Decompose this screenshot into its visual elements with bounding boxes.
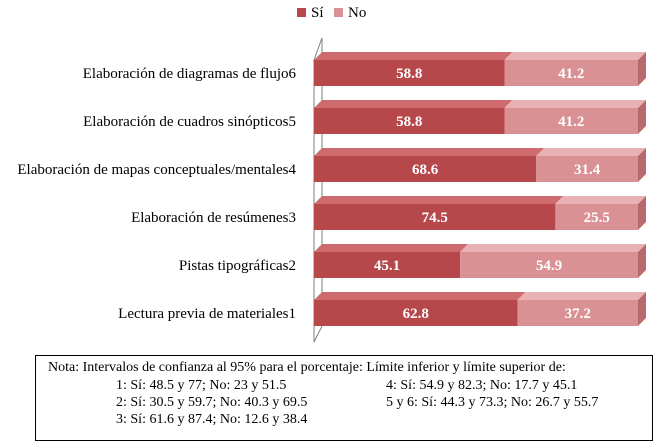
legend-label-si: Sí bbox=[311, 5, 324, 21]
bar-value-label: 25.5 bbox=[584, 210, 610, 226]
bar-value-label: 45.1 bbox=[374, 258, 400, 274]
bar-no bbox=[555, 196, 646, 230]
note-item: 4: Sí: 54.9 y 82.3; No: 17.7 y 45.1 bbox=[386, 378, 578, 393]
bar-no bbox=[517, 292, 646, 326]
bar-si bbox=[314, 196, 564, 230]
legend-label-no: No bbox=[348, 5, 366, 21]
category-label: Elaboración de diagramas de flujo6 bbox=[83, 66, 297, 82]
bar-value-label: 58.8 bbox=[396, 114, 422, 130]
bar-value-label: 74.5 bbox=[422, 210, 448, 226]
legend-swatch-no bbox=[334, 8, 343, 17]
note-item: 3: Sí: 61.6 y 87.4; No: 12.6 y 38.4 bbox=[116, 412, 308, 427]
confidence-interval-note: Nota: Intervalos de confianza al 95% par… bbox=[35, 355, 653, 441]
bar-si bbox=[314, 244, 469, 278]
note-item: 2: Sí: 30.5 y 59.7; No: 40.3 y 69.5 bbox=[116, 395, 308, 410]
bar-no bbox=[504, 52, 646, 86]
bar-no bbox=[536, 148, 646, 182]
bar-value-label: 62.8 bbox=[403, 306, 429, 322]
note-item: 1: Sí: 48.5 y 77; No: 23 y 51.5 bbox=[116, 378, 287, 393]
bar-value-label: 37.2 bbox=[565, 306, 591, 322]
bar-no bbox=[460, 244, 646, 278]
bar-si bbox=[314, 148, 545, 182]
category-label: Elaboración de mapas conceptuales/mental… bbox=[17, 162, 296, 178]
stacked-bar-chart: Sí No 58.8 41.2 58.8 41.2 68.6 31.4 74.5 25.5 45… bbox=[17, 5, 646, 343]
bar-si bbox=[314, 100, 513, 134]
bars-group: 58.8 41.2 58.8 41.2 68.6 31.4 74.5 25.5 45.1 54.9… bbox=[314, 52, 646, 326]
note-item: 5 y 6: Sí: 44.3 y 73.3; No: 26.7 y 55.7 bbox=[386, 395, 599, 410]
bar-value-label: 41.2 bbox=[558, 114, 584, 130]
category-labels: Elaboración de diagramas de flujo6 Elabor… bbox=[17, 66, 296, 322]
bar-no bbox=[504, 100, 646, 134]
category-label: Elaboración de resúmenes3 bbox=[131, 210, 296, 226]
bar-value-label: 41.2 bbox=[558, 66, 584, 82]
chart-legend: Sí No bbox=[297, 5, 366, 21]
note-title: Nota: Intervalos de confianza al 95% par… bbox=[48, 360, 566, 375]
bar-value-label: 54.9 bbox=[536, 258, 562, 274]
bar-si bbox=[314, 292, 526, 326]
bar-value-label: 68.6 bbox=[412, 162, 439, 178]
category-label: Pistas tipográficas2 bbox=[179, 258, 296, 274]
bar-value-label: 31.4 bbox=[574, 162, 601, 178]
category-label: Elaboración de cuadros sinópticos5 bbox=[83, 114, 296, 130]
category-label: Lectura previa de materiales1 bbox=[118, 306, 296, 322]
bar-si bbox=[314, 52, 513, 86]
legend-swatch-si bbox=[297, 8, 306, 17]
bar-value-label: 58.8 bbox=[396, 66, 422, 82]
